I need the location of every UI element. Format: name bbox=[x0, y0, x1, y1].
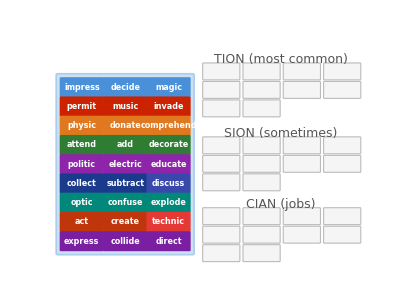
Text: electric: electric bbox=[108, 160, 142, 169]
FancyBboxPatch shape bbox=[243, 100, 280, 117]
Text: direct: direct bbox=[155, 237, 182, 246]
Text: educate: educate bbox=[150, 160, 187, 169]
Text: physic: physic bbox=[67, 121, 96, 130]
Text: optic: optic bbox=[70, 198, 93, 207]
FancyBboxPatch shape bbox=[60, 77, 104, 97]
FancyBboxPatch shape bbox=[243, 174, 280, 191]
FancyBboxPatch shape bbox=[283, 137, 320, 154]
FancyBboxPatch shape bbox=[146, 212, 191, 232]
FancyBboxPatch shape bbox=[103, 116, 147, 136]
Text: confuse: confuse bbox=[108, 198, 143, 207]
FancyBboxPatch shape bbox=[60, 96, 104, 116]
FancyBboxPatch shape bbox=[60, 212, 104, 232]
FancyBboxPatch shape bbox=[283, 226, 320, 243]
FancyBboxPatch shape bbox=[103, 96, 147, 116]
FancyBboxPatch shape bbox=[203, 208, 240, 225]
FancyBboxPatch shape bbox=[324, 63, 361, 80]
FancyBboxPatch shape bbox=[324, 155, 361, 172]
FancyBboxPatch shape bbox=[103, 212, 147, 232]
Text: impress: impress bbox=[64, 83, 100, 92]
FancyBboxPatch shape bbox=[56, 74, 194, 255]
FancyBboxPatch shape bbox=[203, 155, 240, 172]
Text: magic: magic bbox=[155, 83, 182, 92]
Text: collect: collect bbox=[67, 179, 97, 188]
FancyBboxPatch shape bbox=[146, 154, 191, 174]
FancyBboxPatch shape bbox=[103, 77, 147, 97]
FancyBboxPatch shape bbox=[60, 116, 104, 136]
FancyBboxPatch shape bbox=[243, 63, 280, 80]
Text: subtract: subtract bbox=[106, 179, 144, 188]
FancyBboxPatch shape bbox=[146, 77, 191, 97]
FancyBboxPatch shape bbox=[103, 173, 147, 194]
Text: create: create bbox=[111, 218, 140, 226]
FancyBboxPatch shape bbox=[243, 137, 280, 154]
FancyBboxPatch shape bbox=[146, 116, 191, 136]
FancyBboxPatch shape bbox=[60, 231, 104, 251]
FancyBboxPatch shape bbox=[283, 208, 320, 225]
FancyBboxPatch shape bbox=[203, 245, 240, 262]
Text: discuss: discuss bbox=[152, 179, 185, 188]
FancyBboxPatch shape bbox=[203, 137, 240, 154]
Text: express: express bbox=[64, 237, 100, 246]
FancyBboxPatch shape bbox=[103, 231, 147, 251]
Text: permit: permit bbox=[67, 102, 97, 111]
FancyBboxPatch shape bbox=[324, 137, 361, 154]
Text: collide: collide bbox=[110, 237, 140, 246]
Text: act: act bbox=[75, 218, 89, 226]
FancyBboxPatch shape bbox=[60, 193, 104, 213]
FancyBboxPatch shape bbox=[103, 135, 147, 155]
Text: add: add bbox=[117, 140, 134, 149]
FancyBboxPatch shape bbox=[146, 135, 191, 155]
FancyBboxPatch shape bbox=[146, 231, 191, 251]
Text: invade: invade bbox=[153, 102, 184, 111]
FancyBboxPatch shape bbox=[60, 135, 104, 155]
Text: politic: politic bbox=[68, 160, 96, 169]
FancyBboxPatch shape bbox=[243, 155, 280, 172]
FancyBboxPatch shape bbox=[283, 81, 320, 98]
Text: attend: attend bbox=[67, 140, 97, 149]
FancyBboxPatch shape bbox=[60, 154, 104, 174]
Text: donate: donate bbox=[109, 121, 141, 130]
Text: CIAN (jobs): CIAN (jobs) bbox=[246, 198, 316, 211]
FancyBboxPatch shape bbox=[203, 226, 240, 243]
FancyBboxPatch shape bbox=[283, 155, 320, 172]
FancyBboxPatch shape bbox=[243, 245, 280, 262]
FancyBboxPatch shape bbox=[243, 226, 280, 243]
FancyBboxPatch shape bbox=[243, 208, 280, 225]
FancyBboxPatch shape bbox=[203, 81, 240, 98]
Text: music: music bbox=[112, 102, 138, 111]
FancyBboxPatch shape bbox=[203, 100, 240, 117]
Text: decide: decide bbox=[110, 83, 140, 92]
Text: decorate: decorate bbox=[148, 140, 189, 149]
FancyBboxPatch shape bbox=[103, 193, 147, 213]
FancyBboxPatch shape bbox=[243, 81, 280, 98]
FancyBboxPatch shape bbox=[203, 174, 240, 191]
FancyBboxPatch shape bbox=[103, 154, 147, 174]
FancyBboxPatch shape bbox=[324, 81, 361, 98]
Text: TION (most common): TION (most common) bbox=[214, 53, 348, 66]
FancyBboxPatch shape bbox=[146, 96, 191, 116]
FancyBboxPatch shape bbox=[146, 193, 191, 213]
FancyBboxPatch shape bbox=[203, 63, 240, 80]
FancyBboxPatch shape bbox=[283, 63, 320, 80]
FancyBboxPatch shape bbox=[60, 173, 104, 194]
Text: comprehend: comprehend bbox=[140, 121, 197, 130]
FancyBboxPatch shape bbox=[324, 208, 361, 225]
FancyBboxPatch shape bbox=[324, 226, 361, 243]
FancyBboxPatch shape bbox=[146, 173, 191, 194]
Text: SION (sometimes): SION (sometimes) bbox=[224, 127, 338, 140]
Text: technic: technic bbox=[152, 218, 185, 226]
Text: explode: explode bbox=[151, 198, 186, 207]
